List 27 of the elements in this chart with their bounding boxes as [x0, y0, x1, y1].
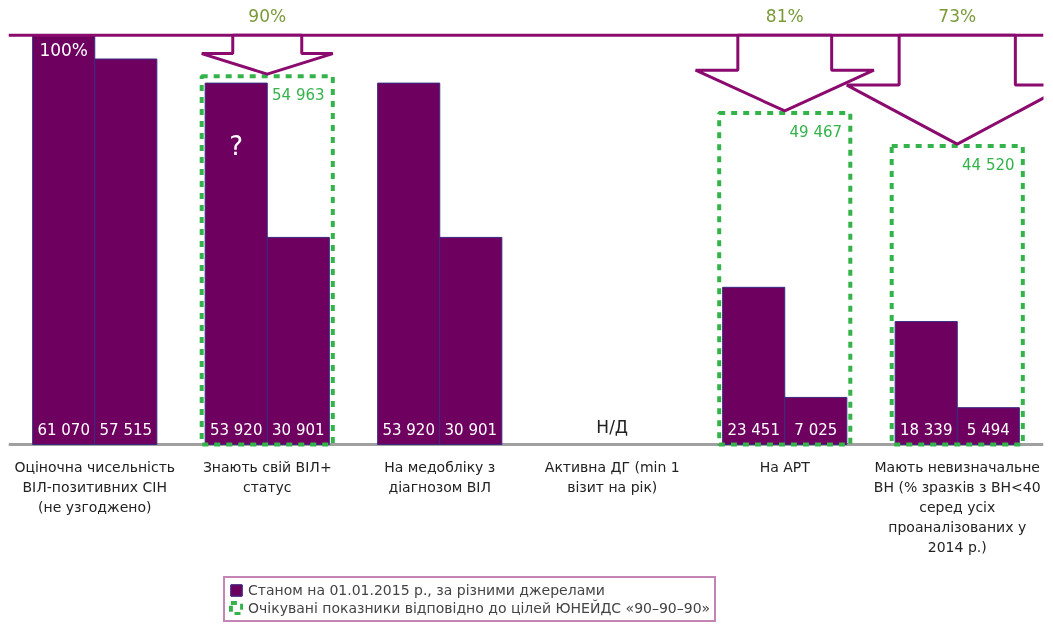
x-tick-label: На медобліку з діагнозом ВІЛ [384, 458, 496, 495]
data-label: 53 920 [382, 420, 435, 439]
data-label: 30 901 [444, 420, 498, 439]
data-label: 5 494 [966, 420, 1010, 439]
annotation: 100% [39, 40, 89, 61]
data-label: 49 467 [789, 122, 843, 141]
text: 81% [765, 5, 804, 26]
data-label: 30 901 [272, 420, 325, 439]
x-tick-label: На АРТ [759, 458, 811, 475]
data-label: 44 520 [962, 156, 1015, 175]
x-tick-label: Мають невизначальне ВН (% зразків з ВН<40 серед усіх проаналізованих у 2014 р.) [873, 458, 1041, 555]
x-tick-label: Активна ДГ (min 1 візит на рік) [544, 458, 680, 495]
data-label: 61 070 [37, 420, 90, 439]
data-label: 53 920 [209, 420, 263, 439]
legend-label: Очікувані показники відповідно до цілей ЮНЕЙДС «90–90–90» [248, 600, 711, 616]
annotation: ? [229, 131, 244, 162]
x-tick-label: Знають свій ВІЛ+ статус [202, 458, 332, 495]
data-label: 7 025 [794, 420, 838, 439]
text: 73% [938, 5, 977, 26]
x-tick-label: Оціночна чисельність ВІЛ-позитивних СІН (не узгоджено) [14, 458, 176, 515]
data-label: 54 963 [272, 86, 325, 105]
text: 90% [248, 5, 287, 26]
legend-label: Станом на 01.01.2015 р., за різними джерелами [248, 582, 605, 598]
data-label: 18 339 [899, 420, 953, 439]
data-label: 23 451 [727, 420, 780, 439]
annotation: Н/Д [596, 416, 629, 437]
data-label: 57 515 [99, 420, 153, 439]
